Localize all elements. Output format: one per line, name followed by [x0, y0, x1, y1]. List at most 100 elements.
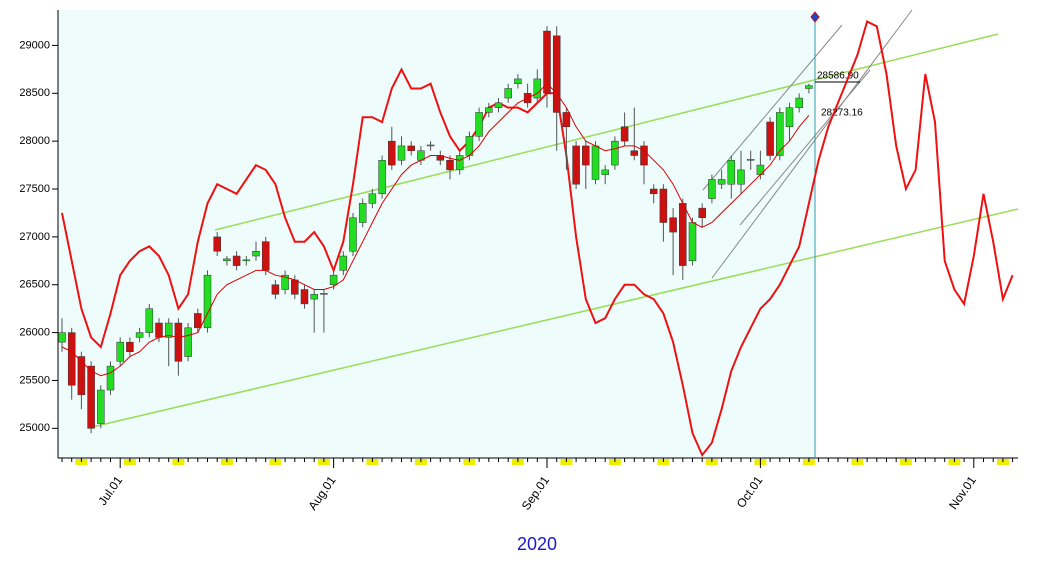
candle-body — [708, 179, 716, 199]
candle-body — [77, 356, 86, 396]
channel-line — [711, 9, 913, 279]
candle-body — [514, 78, 522, 84]
candle-body — [155, 322, 163, 338]
candle-body — [727, 160, 736, 185]
y-tick-label: 25500 — [19, 374, 50, 386]
trend-line — [214, 33, 999, 231]
candle-body — [601, 169, 609, 175]
candle-body — [388, 140, 396, 166]
candle-body — [640, 145, 648, 166]
y-tick-label: 26000 — [19, 327, 50, 339]
channel-line — [702, 24, 843, 191]
candle-body — [67, 332, 76, 386]
candle-body — [669, 217, 677, 233]
candle-body — [194, 313, 202, 329]
candle-body — [378, 160, 386, 195]
candle-body — [766, 121, 774, 156]
candle-body — [562, 112, 571, 128]
x-axis-label: 2020 — [517, 534, 557, 554]
y-tick-label: 25000 — [19, 422, 50, 434]
candle-body — [572, 145, 580, 185]
candle-body — [649, 188, 658, 195]
candle-body — [776, 112, 784, 156]
candle-body — [58, 332, 66, 343]
candle-body — [543, 30, 551, 94]
annotation: 28586.90 — [817, 71, 859, 82]
candle-body — [805, 85, 813, 89]
candle-body — [494, 102, 503, 108]
candle-body — [746, 159, 755, 161]
candle-body — [261, 241, 270, 271]
candle-body — [737, 169, 745, 185]
channel-line — [739, 69, 871, 226]
candle-body — [446, 160, 454, 171]
x-tick-label: Jul.01 — [95, 473, 125, 508]
y-tick-label: 28500 — [19, 87, 50, 99]
y-tick-label: 28000 — [19, 135, 50, 147]
candle-body — [611, 140, 619, 166]
x-tick-label: Sep.01 — [519, 473, 552, 512]
plot-background — [58, 10, 815, 458]
candle-body — [397, 145, 406, 161]
candle-body — [358, 203, 367, 223]
candle-body — [756, 164, 765, 175]
candle-body — [310, 294, 318, 300]
y-tick-label: 29000 — [19, 39, 50, 51]
x-tick-label: Nov.01 — [946, 473, 979, 512]
candle-body — [300, 289, 309, 305]
candle-body — [407, 145, 415, 151]
candle-body — [252, 250, 260, 257]
candle-body — [717, 179, 726, 185]
candle-body — [630, 150, 639, 156]
candle-body — [145, 308, 154, 333]
candle-body — [552, 35, 561, 113]
candle-body — [582, 145, 590, 166]
y-tick-label: 27000 — [19, 231, 50, 243]
oscillator-line — [61, 20, 1014, 458]
candle-body — [698, 207, 706, 218]
candle-body — [223, 258, 231, 262]
candle-body — [795, 97, 803, 108]
candle-body — [349, 217, 357, 252]
candle-body — [242, 259, 251, 262]
candle-body — [329, 274, 338, 285]
candle-body — [174, 322, 183, 362]
candle-body — [291, 279, 299, 295]
candle-body — [203, 274, 212, 329]
candle-body — [679, 203, 687, 266]
candle-body — [97, 389, 105, 424]
candle-body — [271, 284, 280, 295]
y-tick-label: 26500 — [19, 279, 50, 291]
candle-body — [164, 322, 173, 338]
annotation: 28273.16 — [821, 108, 863, 119]
candle-body — [116, 341, 124, 362]
candle-body — [106, 365, 115, 391]
candle-body — [620, 126, 629, 142]
x-tick-label: Oct.01 — [734, 473, 766, 510]
trend-line — [87, 208, 1019, 429]
candle-body — [135, 332, 144, 338]
candle-body — [688, 222, 697, 262]
candle-body — [426, 144, 435, 147]
cursor-marker — [810, 11, 820, 23]
candle-body — [281, 274, 289, 290]
candle-body — [232, 255, 241, 266]
x-tick-label: Aug.01 — [305, 473, 338, 512]
candle-body — [87, 365, 95, 429]
candle-body — [320, 293, 328, 295]
candle-body — [785, 107, 794, 128]
moving-average-line — [61, 82, 810, 377]
candle-body — [475, 112, 483, 137]
candle-body — [184, 327, 192, 357]
candle-body — [213, 236, 221, 252]
candle-body — [485, 107, 493, 113]
candle-body — [126, 341, 134, 352]
candle-body — [455, 155, 464, 171]
candle-body — [533, 78, 542, 99]
candle-body — [591, 145, 600, 180]
candle-body — [659, 188, 668, 223]
candle-body — [504, 88, 512, 99]
candle-body — [368, 193, 377, 204]
candle-body — [339, 255, 348, 271]
